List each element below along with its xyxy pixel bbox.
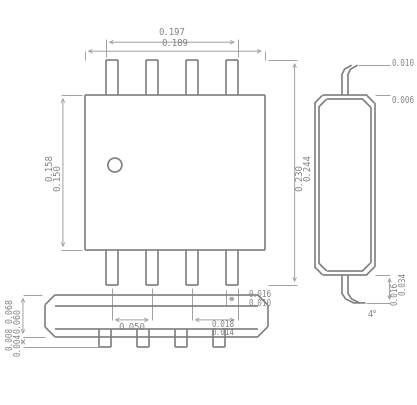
Text: 0.008: 0.008 [5,327,15,350]
Text: 0.014: 0.014 [211,328,234,337]
Text: 0.244: 0.244 [303,155,312,181]
Text: 0.006: 0.006 [392,96,415,104]
Text: 0.004: 0.004 [13,333,23,356]
Text: 0.016: 0.016 [390,282,399,305]
Text: 0.034: 0.034 [398,272,407,296]
Text: 0.068: 0.068 [5,298,15,323]
Text: 0.189: 0.189 [161,39,188,48]
Text: 4°: 4° [367,310,377,320]
Text: 0.150: 0.150 [53,164,63,192]
Text: 0.158: 0.158 [45,155,55,181]
Text: 0.050: 0.050 [118,323,145,333]
Text: 0.230: 0.230 [295,164,304,192]
Text: 0.060: 0.060 [13,308,23,333]
Text: 0.018: 0.018 [211,320,234,329]
Text: 0.016: 0.016 [248,290,271,299]
Text: 0.197: 0.197 [158,28,185,37]
Text: 0.010: 0.010 [392,59,415,68]
Text: 0.010: 0.010 [248,299,271,308]
